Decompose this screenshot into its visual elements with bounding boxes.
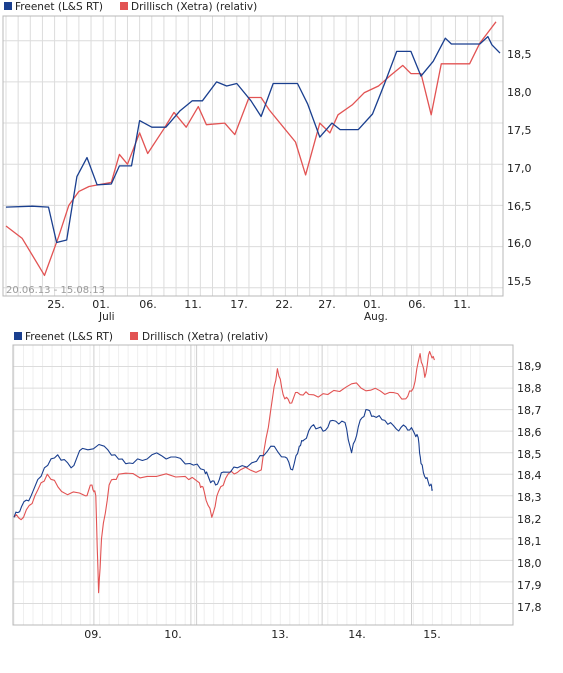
top-y-tick: 15,5 [507, 275, 532, 288]
top-x-tick: 11. [184, 298, 202, 311]
bottom-chart: Freenet (L&S RT) Drillisch (Xetra) (rela… [12, 331, 542, 641]
top-y-tick: 18,5 [507, 48, 532, 61]
top-x-tick: 22. [275, 298, 293, 311]
bottom-y-tick: 18,2 [517, 513, 542, 526]
top-y-tick: 17,5 [507, 124, 532, 137]
top-legend-drillisch: Drillisch (Xetra) (relativ) [131, 1, 257, 13]
bottom-y-tick: 18,0 [517, 557, 542, 570]
top-y-tick: 16,5 [507, 200, 532, 213]
bottom-legend-drillisch: Drillisch (Xetra) (relativ) [142, 331, 268, 343]
bottom-y-tick: 18,9 [517, 360, 542, 373]
bottom-x-ticks: 09. 10. 13. 14. 15. [84, 628, 441, 641]
bottom-x-tick: 09. [84, 628, 102, 641]
top-plot-frame [2, 15, 504, 297]
bottom-legend-freenet: Freenet (L&S RT) [25, 331, 113, 343]
top-x-tick: 17. [230, 298, 248, 311]
bottom-x-tick: 13. [271, 628, 289, 641]
bottom-y-tick: 18,6 [517, 426, 542, 439]
top-grid [3, 16, 503, 296]
top-x-tick: 06. [408, 298, 426, 311]
top-legend-swatch-drillisch [120, 2, 128, 10]
top-x-ticks: 25. 01. 06. 11. 17. 22. 27. 01. 06. 11. [47, 298, 471, 311]
top-chart: Freenet (L&S RT) Drillisch (Xetra) (rela… [2, 1, 532, 323]
bottom-series [13, 350, 435, 594]
top-y-tick: 17,0 [507, 162, 532, 175]
top-date-range: 20.06.13 - 15.08.13 [6, 285, 105, 296]
top-x-tick: 25. [47, 298, 65, 311]
top-y-ticks: 15,5 16,0 16,5 17,0 17,5 18,0 18,5 [507, 48, 532, 288]
bottom-y-tick: 18,1 [517, 535, 542, 548]
bottom-x-tick: 10. [164, 628, 182, 641]
bottom-y-tick: 17,8 [517, 601, 542, 614]
top-legend-swatch-freenet [4, 2, 12, 10]
bottom-plot-frame [12, 344, 514, 626]
top-legend-freenet: Freenet (L&S RT) [15, 1, 103, 13]
top-y-tick: 18,0 [507, 86, 532, 99]
bottom-y-ticks: 17,8 17,9 18,0 18,1 18,2 18,3 18,4 18,5 … [517, 360, 542, 614]
top-series [5, 21, 501, 277]
bottom-grid [13, 345, 513, 625]
top-x-tick: 27. [318, 298, 336, 311]
top-x-tick: 01. [92, 298, 110, 311]
bottom-legend-swatch-drillisch [130, 332, 138, 340]
bottom-y-tick: 18,7 [517, 404, 542, 417]
bottom-legend-swatch-freenet [14, 332, 22, 340]
top-series-freenet-line [5, 35, 501, 244]
bottom-y-tick: 18,5 [517, 448, 542, 461]
top-series-drillisch-line [5, 21, 497, 277]
bottom-y-tick: 18,3 [517, 491, 542, 504]
top-x-tick: 01. [363, 298, 381, 311]
bottom-x-tick: 15. [423, 628, 441, 641]
top-x-month-label: Juli [98, 311, 115, 323]
bottom-series-freenet-line [13, 409, 433, 518]
bottom-y-tick: 18,4 [517, 469, 542, 482]
bottom-x-tick: 14. [348, 628, 366, 641]
bottom-y-tick: 17,9 [517, 579, 542, 592]
top-y-tick: 16,0 [507, 237, 532, 250]
top-x-tick: 11. [453, 298, 471, 311]
bottom-y-tick: 18,8 [517, 382, 542, 395]
bottom-series-drillisch-line [13, 350, 435, 594]
top-x-tick: 06. [139, 298, 157, 311]
top-x-month-label: Aug. [364, 311, 388, 323]
